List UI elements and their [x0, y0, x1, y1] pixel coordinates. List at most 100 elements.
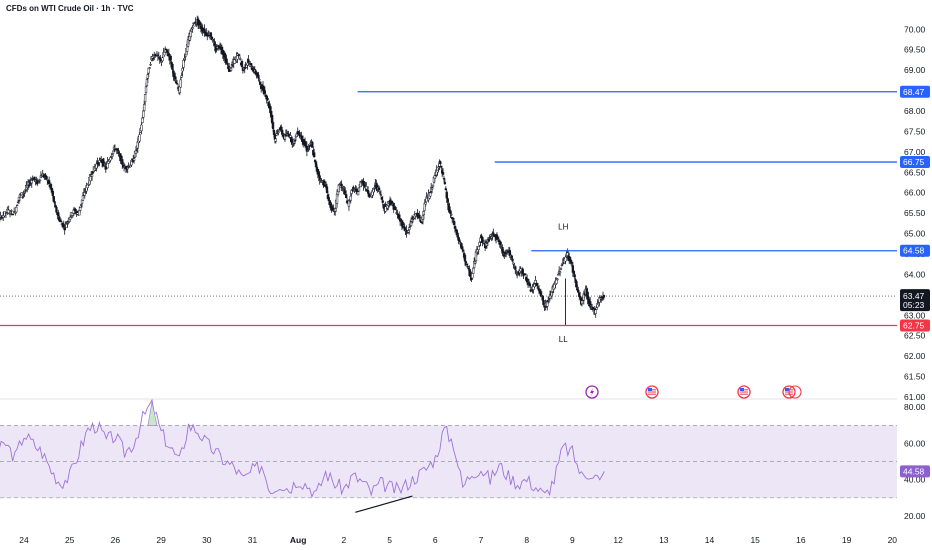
- candle-body: [38, 179, 42, 181]
- candle-body: [275, 133, 278, 136]
- candle-body: [528, 283, 532, 287]
- candle-body: [184, 55, 187, 58]
- candle-body: [274, 138, 277, 142]
- support-price-tag: [900, 319, 930, 332]
- price-tick-label: 61.50: [904, 372, 926, 382]
- resistance-price-tag-label: 64.58: [903, 246, 925, 256]
- candle-body: [148, 67, 151, 69]
- candle-body: [352, 187, 355, 189]
- time-tick-label: 30: [202, 535, 212, 545]
- candle-body: [271, 122, 275, 129]
- candle-body: [559, 268, 563, 270]
- candle-body: [111, 150, 115, 154]
- candle-body: [327, 197, 330, 201]
- time-tick-label: 19: [842, 535, 852, 545]
- candle-body: [345, 194, 348, 199]
- time-tick-label: 16: [796, 535, 806, 545]
- rsi-value-tag: [900, 465, 930, 478]
- chart-title: CFDs on WTI Crude Oil · 1h · TVC: [6, 4, 134, 13]
- candle-body: [482, 240, 485, 242]
- rsi-tick-label: 20.00: [904, 511, 926, 521]
- candle-body: [102, 161, 106, 163]
- candle-body: [257, 74, 260, 79]
- annotation-lh: LH: [558, 222, 568, 231]
- time-tick-label: 13: [659, 535, 669, 545]
- candle-body: [161, 57, 164, 62]
- candle-body: [556, 278, 559, 281]
- candle-body: [167, 53, 171, 57]
- price-tick-label: 62.50: [904, 331, 926, 341]
- time-tick-label: 24: [19, 535, 29, 545]
- candle-body: [157, 56, 160, 58]
- current-price-tag: [900, 289, 930, 312]
- candle-body: [455, 229, 458, 235]
- candle-body: [81, 195, 85, 201]
- candle-body: [155, 52, 159, 56]
- candle-body: [7, 209, 10, 214]
- rsi-tick-label: 60.00: [904, 438, 926, 448]
- candle-body: [511, 258, 514, 262]
- rsi-overbought-fill: [147, 401, 158, 426]
- candle-body: [109, 157, 112, 161]
- candle-body: [547, 299, 551, 302]
- candle-body: [439, 161, 442, 165]
- price-tick-label: 66.00: [904, 188, 926, 198]
- candle-body: [143, 104, 146, 111]
- candle-body: [390, 200, 394, 204]
- candle-body: [189, 31, 192, 37]
- time-tick-label: 31: [248, 535, 258, 545]
- time-tick-label: 5: [387, 535, 392, 545]
- candle-body: [569, 259, 573, 264]
- candle-body: [557, 274, 560, 276]
- candle-body: [515, 270, 518, 273]
- candle-body: [8, 213, 12, 215]
- candle-body: [0, 215, 2, 218]
- candle-body: [15, 207, 18, 213]
- candle-body: [389, 202, 393, 205]
- candle-body: [466, 266, 469, 268]
- resistance-price-tag-label: 68.47: [903, 87, 925, 97]
- candle-body: [575, 281, 578, 288]
- candle-body: [238, 54, 241, 56]
- candle-body: [524, 273, 527, 276]
- price-tick-label: 61.00: [904, 392, 926, 402]
- candle-body: [126, 167, 129, 170]
- candle-body: [53, 201, 56, 204]
- resistance-price-tag-label: 66.75: [903, 157, 925, 167]
- rsi-value-label: 44.58: [903, 466, 925, 476]
- price-tick-label: 70.00: [904, 24, 926, 34]
- time-tick-label: 9: [570, 535, 575, 545]
- candle-body: [430, 187, 434, 190]
- candle-body: [408, 227, 411, 230]
- candle-body: [46, 179, 49, 181]
- lightning-glyph: [590, 388, 594, 396]
- price-tick-label: 67.00: [904, 147, 926, 157]
- time-tick-label: 7: [479, 535, 484, 545]
- flag-canton: [740, 388, 744, 391]
- candle-body: [377, 187, 381, 191]
- candle-body: [182, 60, 185, 68]
- time-tick-label: Aug: [290, 535, 307, 545]
- candle-body: [442, 178, 446, 180]
- candle-body: [175, 83, 179, 85]
- candle-body: [2, 215, 5, 218]
- candle-body: [462, 249, 465, 252]
- candle-body: [216, 46, 219, 49]
- candle-body: [36, 179, 39, 185]
- candle-body: [499, 241, 502, 245]
- candle-body: [180, 75, 183, 78]
- candle-body: [258, 79, 261, 81]
- candle-body: [381, 200, 384, 203]
- candle-body: [165, 49, 169, 53]
- candle-body: [51, 190, 54, 196]
- candle-body: [450, 213, 453, 216]
- candle-body: [580, 300, 584, 305]
- candle-body: [555, 277, 558, 284]
- candle-body: [169, 55, 172, 61]
- candle-body: [332, 207, 335, 210]
- candle-body: [249, 63, 253, 66]
- candle-body: [325, 186, 329, 194]
- candle-body: [441, 172, 445, 175]
- flag-canton: [785, 388, 789, 391]
